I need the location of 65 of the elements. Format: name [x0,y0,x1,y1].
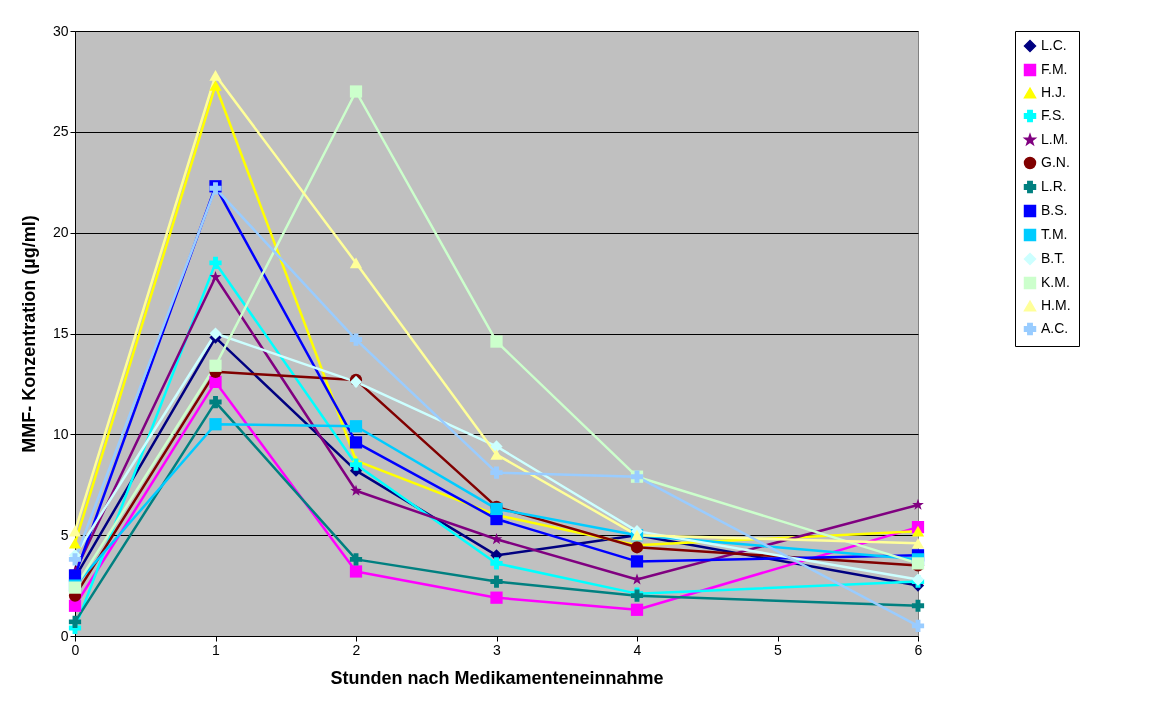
legend-label: L.M. [1041,131,1069,147]
legend-label: A.C. [1041,320,1069,336]
legend-label: H.J. [1041,84,1066,100]
x-tick-label: 2 [352,641,361,658]
y-tick-label: 10 [52,425,69,442]
y-tick-label: 30 [52,22,69,39]
point [68,615,82,629]
point [911,619,925,633]
y-tick-label: 25 [52,123,69,140]
point [209,270,222,282]
point [490,575,503,588]
point [68,525,82,537]
legend-label: F.M. [1041,61,1068,77]
x-tick-label: 1 [212,641,221,658]
legend-label: T.M. [1041,226,1068,242]
legend-label: H.M. [1041,297,1071,313]
y-tick-label: 20 [52,224,69,241]
x-tick-label: 5 [774,641,783,658]
point [912,498,924,510]
point [350,484,362,496]
point [68,553,82,566]
point [911,599,925,612]
point [911,537,925,549]
legend-label: B.T. [1041,250,1066,266]
x-tick-label: 4 [633,641,642,658]
point [68,537,82,549]
legend-label: B.S. [1041,202,1068,218]
point [209,359,222,372]
x-tick-label: 3 [493,641,502,658]
point [490,591,503,604]
legend-label: K.M. [1041,274,1070,290]
point [349,436,363,449]
point [349,553,363,566]
x-axis-title: Stunden nach Medikamenteneinnahme [330,667,664,688]
point [630,603,644,616]
point [349,333,363,346]
point [490,335,503,348]
y-tick-label: 15 [52,325,69,341]
x-tick-label: 0 [71,641,80,658]
point [349,420,363,433]
x-tick-label: 6 [914,641,923,658]
point [209,418,222,431]
point [209,327,222,340]
point [209,80,222,91]
point [349,85,363,98]
point [490,466,503,479]
y-tick-label: 0 [60,627,69,644]
legend-label: F.S. [1041,107,1066,123]
y-tick-label: 5 [60,526,69,543]
point [490,449,503,460]
point [349,257,363,269]
point [209,375,222,389]
y-axis-title: MMF- Konzentration (µg/ml) [18,215,39,453]
point [209,395,222,409]
point [490,440,503,453]
point [490,557,503,570]
legend-label: G.N. [1041,154,1070,170]
legend-label: L.C. [1041,37,1067,53]
point [349,458,363,471]
point [911,525,925,537]
legend-label: L.R. [1041,178,1067,194]
point [209,256,222,270]
point [630,555,644,568]
point [209,70,222,81]
point [349,565,363,578]
